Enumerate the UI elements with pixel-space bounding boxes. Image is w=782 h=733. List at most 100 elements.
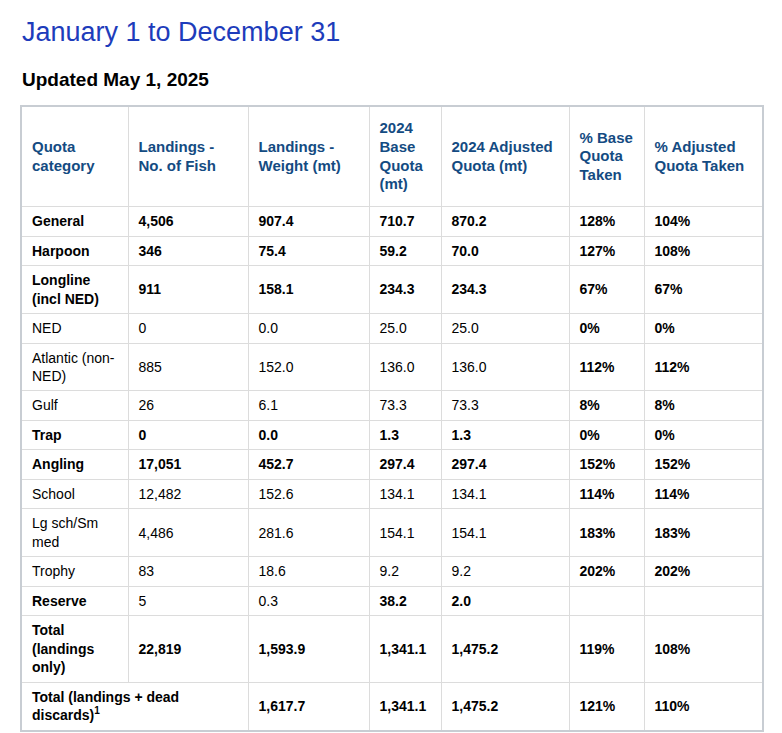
table-cell: [644, 586, 763, 615]
table-cell: 0: [128, 314, 248, 343]
footnote-ref: 1: [94, 705, 100, 716]
table-cell: 70.0: [441, 236, 569, 265]
table-cell: 152%: [644, 450, 763, 479]
column-header: 2024 Adjusted Quota (mt): [441, 106, 569, 207]
table-row: NED00.025.025.00%0%: [21, 314, 763, 343]
table-cell: 158.1: [248, 266, 369, 314]
table-cell: 452.7: [248, 450, 369, 479]
table-cell: 67%: [569, 266, 644, 314]
table-cell: 5: [128, 586, 248, 615]
table-cell: 202%: [644, 557, 763, 586]
table-cell: 108%: [644, 236, 763, 265]
table-cell: 136.0: [441, 343, 569, 391]
table-cell: 18.6: [248, 557, 369, 586]
table-cell: 870.2: [441, 207, 569, 236]
column-header: % Base Quota Taken: [569, 106, 644, 207]
table-cell: 127%: [569, 236, 644, 265]
table-cell: 297.4: [369, 450, 441, 479]
quota-table: Quota categoryLandings - No. of FishLand…: [20, 105, 764, 731]
table-cell: 1,593.9: [248, 616, 369, 682]
table-cell: 12,482: [128, 479, 248, 508]
table-cell: 0%: [569, 420, 644, 449]
table-row: Trophy8318.69.29.2202%202%: [21, 557, 763, 586]
table-cell: 83: [128, 557, 248, 586]
table-cell: 1,617.7: [248, 682, 369, 730]
page-title: January 1 to December 31: [22, 16, 762, 48]
table-cell: 152%: [569, 450, 644, 479]
table-cell: 1,475.2: [441, 616, 569, 682]
table-cell: 108%: [644, 616, 763, 682]
table-cell: 73.3: [441, 391, 569, 420]
table-cell: 1,475.2: [441, 682, 569, 730]
table-cell: 234.3: [369, 266, 441, 314]
table-cell: 281.6: [248, 509, 369, 557]
table-cell: 1,341.1: [369, 616, 441, 682]
table-cell: 0%: [569, 314, 644, 343]
table-cell: 17,051: [128, 450, 248, 479]
table-cell: 202%: [569, 557, 644, 586]
table-row: Total (landings + dead discards)11,617.7…: [21, 682, 763, 730]
row-label: General: [21, 207, 128, 236]
column-header: Landings - No. of Fish: [128, 106, 248, 207]
table-cell: 0.0: [248, 314, 369, 343]
table-cell: 136.0: [369, 343, 441, 391]
table-cell: 121%: [569, 682, 644, 730]
table-cell: 26: [128, 391, 248, 420]
table-row: Harpoon34675.459.270.0127%108%: [21, 236, 763, 265]
table-row: School12,482152.6134.1134.1114%114%: [21, 479, 763, 508]
table-cell: 4,506: [128, 207, 248, 236]
table-cell: 9.2: [369, 557, 441, 586]
row-label: Total (landings only): [21, 616, 128, 682]
table-cell: 110%: [644, 682, 763, 730]
table-cell: 134.1: [369, 479, 441, 508]
table-cell: 234.3: [441, 266, 569, 314]
table-cell: 0: [128, 420, 248, 449]
table-row: Reserve50.338.22.0: [21, 586, 763, 615]
column-header: % Adjusted Quota Taken: [644, 106, 763, 207]
table-cell: 104%: [644, 207, 763, 236]
header-row: Quota categoryLandings - No. of FishLand…: [21, 106, 763, 207]
table-row: Trap00.01.31.30%0%: [21, 420, 763, 449]
table-cell: 38.2: [369, 586, 441, 615]
table-cell: 25.0: [441, 314, 569, 343]
row-label: Harpoon: [21, 236, 128, 265]
table-cell: 152.0: [248, 343, 369, 391]
table-cell: [569, 586, 644, 615]
table-row: General4,506907.4710.7870.2128%104%: [21, 207, 763, 236]
table-cell: 0.0: [248, 420, 369, 449]
table-cell: 112%: [644, 343, 763, 391]
table-cell: 6.1: [248, 391, 369, 420]
table-cell: 710.7: [369, 207, 441, 236]
row-label: Gulf: [21, 391, 128, 420]
table-cell: 911: [128, 266, 248, 314]
table-cell: 2.0: [441, 586, 569, 615]
table-row: Lg sch/Sm med4,486281.6154.1154.1183%183…: [21, 509, 763, 557]
table-cell: 73.3: [369, 391, 441, 420]
row-label: Lg sch/Sm med: [21, 509, 128, 557]
table-cell: 346: [128, 236, 248, 265]
column-header: Landings - Weight (mt): [248, 106, 369, 207]
table-cell: 183%: [569, 509, 644, 557]
table-cell: 154.1: [369, 509, 441, 557]
table-cell: 4,486: [128, 509, 248, 557]
table-cell: 0%: [644, 420, 763, 449]
table-cell: 8%: [569, 391, 644, 420]
table-cell: 885: [128, 343, 248, 391]
column-header: Quota category: [21, 106, 128, 207]
table-row: Angling17,051452.7297.4297.4152%152%: [21, 450, 763, 479]
table-cell: 114%: [644, 479, 763, 508]
column-header: 2024 Base Quota (mt): [369, 106, 441, 207]
table-cell: 67%: [644, 266, 763, 314]
table-row: Longline (incl NED)911158.1234.3234.367%…: [21, 266, 763, 314]
table-body: General4,506907.4710.7870.2128%104%Harpo…: [21, 207, 763, 731]
row-label: NED: [21, 314, 128, 343]
table-cell: 8%: [644, 391, 763, 420]
row-label: Trap: [21, 420, 128, 449]
table-cell: 183%: [644, 509, 763, 557]
table-cell: 0%: [644, 314, 763, 343]
row-label: Longline (incl NED): [21, 266, 128, 314]
table-cell: 134.1: [441, 479, 569, 508]
table-cell: 152.6: [248, 479, 369, 508]
table-cell: 0.3: [248, 586, 369, 615]
table-cell: 1.3: [441, 420, 569, 449]
